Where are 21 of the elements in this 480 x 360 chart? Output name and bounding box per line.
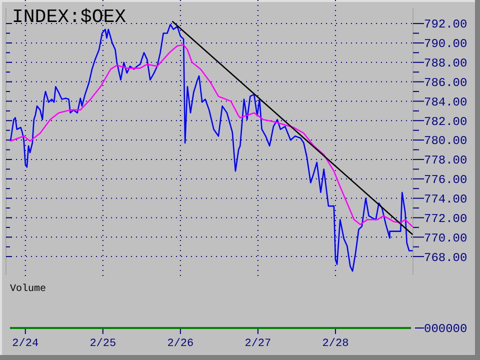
y-tick-label: 780.00 [424,134,468,148]
y-tick-label: 782.00 [424,114,468,129]
y-tick-label: 792.00 [424,18,468,32]
text: Volume [10,283,46,295]
y-tick-label: 786.00 [424,76,468,90]
y-tick-label: 788.00 [424,56,468,71]
y-tick-label: 784.00 [424,95,468,110]
x-tick-label: 2/25 [90,338,116,350]
y-tick-label: 772.00 [424,212,468,226]
y-tick-label: 790.00 [424,37,468,52]
x-tick-label: 2/28 [322,338,349,350]
y-tick-label: 770.00 [424,231,468,246]
y-tick-label: 768.00 [424,250,468,265]
chart-title: INDEX:$OEX [12,6,127,28]
x-tick-label: 2/27 [244,338,272,350]
y-tick-label: 774.00 [424,192,468,206]
x-tick-label: 2/24 [12,338,39,350]
x-tick-label: 2/26 [167,338,194,350]
text: 000000 [424,322,468,336]
y-tick-label: 778.00 [424,154,468,168]
y-tick-label: 776.00 [424,173,468,188]
